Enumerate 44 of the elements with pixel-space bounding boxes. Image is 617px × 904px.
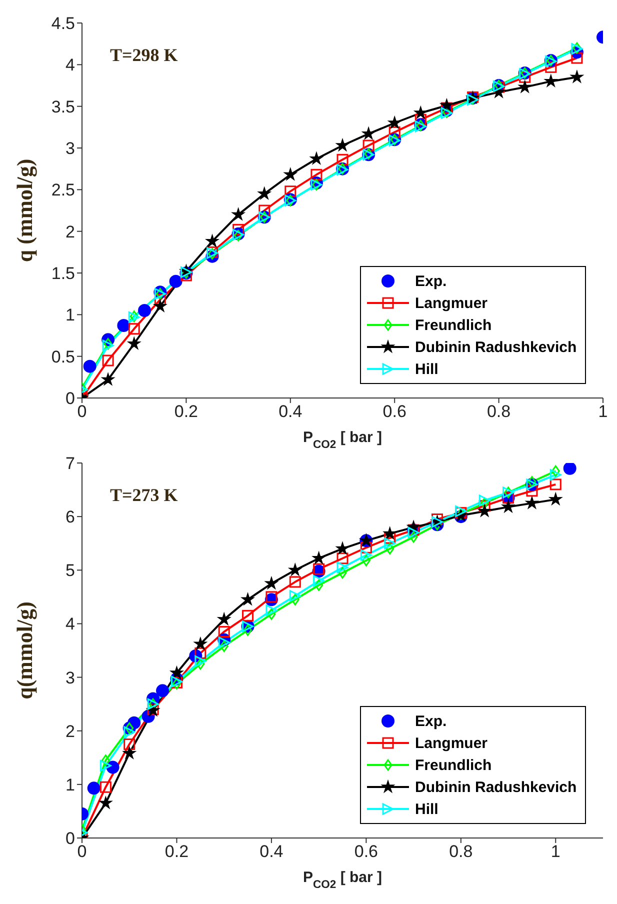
x-tick-label: 0.2 [164, 842, 189, 862]
x-tick-label: 0.8 [486, 402, 511, 422]
x-axis-title: P$_{CO2}$ [ bar ] [303, 429, 382, 451]
legend-label: Exp. [415, 272, 447, 290]
x-tick-label: 0.4 [260, 842, 284, 862]
legend-label: Hill [415, 800, 438, 818]
y-tick-label: 3 [66, 139, 75, 158]
y-tick-label: 0.5 [51, 347, 75, 366]
y-tick-label: 4 [66, 614, 75, 634]
legend-label: Freundlich [415, 316, 492, 334]
legend-label: Langmuer [415, 294, 488, 312]
annotation: T=298 K [110, 45, 178, 66]
x-tick-label: 0.6 [354, 842, 378, 862]
y-tick-label: 2 [66, 722, 75, 741]
y-tick-label: 0 [66, 389, 75, 408]
x-tick-label: 0.8 [449, 842, 473, 862]
legend-label: Hill [415, 360, 438, 378]
x-tick-label: 0.4 [278, 402, 302, 422]
x-tick-label: 1 [598, 402, 608, 422]
y-axis-title: q (mmol/g) [12, 158, 36, 262]
x-tick-label: 0.2 [174, 402, 198, 422]
x-tick-label: 0.6 [382, 402, 406, 422]
y-tick-label: 2.5 [51, 180, 75, 200]
y-tick-label: 0 [66, 829, 75, 848]
y-tick-label: 3.5 [51, 97, 75, 116]
y-tick-label: 4 [66, 56, 75, 75]
legend-label: Dubinin Radushkevich [415, 338, 577, 356]
y-tick-label: 7 [66, 454, 75, 474]
y-tick-label: 1 [66, 306, 75, 325]
y-tick-label: 1 [66, 775, 75, 794]
x-axis-title: P$_{CO2}$ [ bar ] [303, 869, 382, 891]
y-tick-label: 3 [66, 668, 75, 688]
y-tick-label: 1.5 [51, 264, 75, 284]
legend-label: Langmuer [415, 734, 488, 752]
y-tick-label: 6 [66, 508, 75, 527]
x-tick-label: 1 [550, 842, 560, 862]
y-tick-label: 2 [66, 222, 75, 242]
legend-label: Exp. [415, 712, 447, 730]
y-tick-label: 4.5 [51, 14, 75, 34]
legend-label: Freundlich [415, 756, 492, 774]
y-tick-label: 5 [66, 561, 75, 580]
y-axis-title: q(mmol/g) [12, 602, 36, 700]
legend-label: Dubinin Radushkevich [415, 778, 577, 796]
annotation: T=273 K [110, 485, 178, 506]
